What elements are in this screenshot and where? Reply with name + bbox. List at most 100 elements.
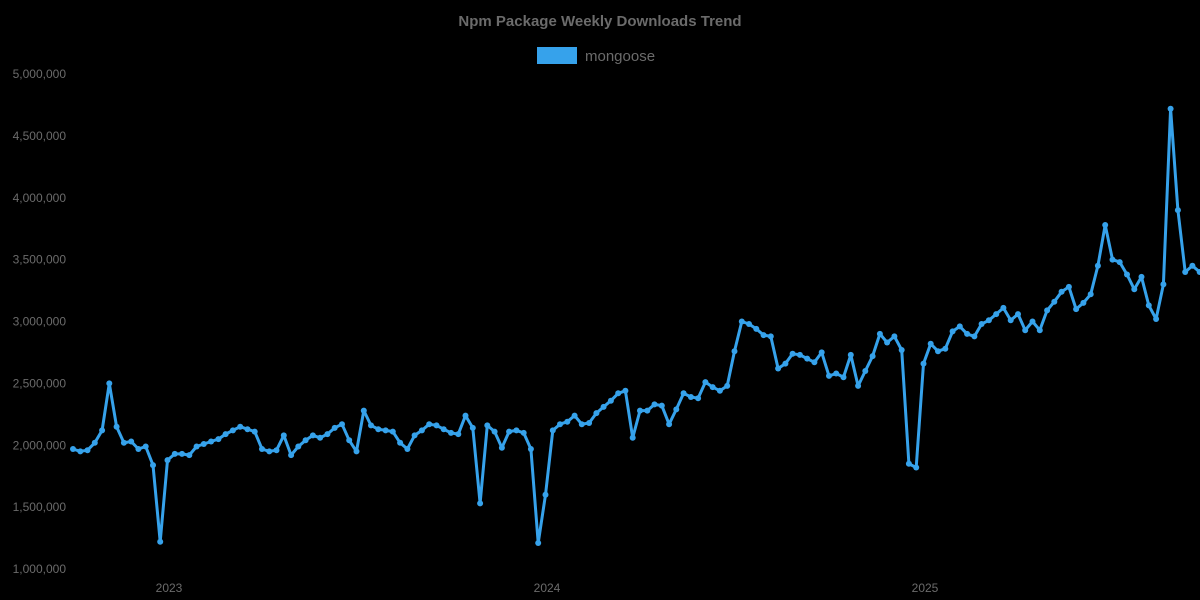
- data-point[interactable]: [993, 311, 1000, 318]
- data-point[interactable]: [578, 421, 585, 428]
- data-point[interactable]: [796, 351, 803, 358]
- data-point[interactable]: [469, 424, 476, 431]
- data-point[interactable]: [1022, 327, 1029, 334]
- data-point[interactable]: [1189, 262, 1196, 269]
- data-point[interactable]: [1145, 302, 1152, 309]
- data-point[interactable]: [1007, 317, 1014, 324]
- data-point[interactable]: [956, 323, 963, 330]
- data-point[interactable]: [753, 325, 760, 332]
- data-point[interactable]: [622, 387, 629, 394]
- data-point[interactable]: [833, 370, 840, 377]
- data-point[interactable]: [418, 427, 425, 434]
- data-point[interactable]: [702, 379, 709, 386]
- data-point[interactable]: [898, 347, 905, 353]
- data-point[interactable]: [905, 460, 912, 467]
- data-point[interactable]: [971, 333, 978, 340]
- data-point[interactable]: [738, 318, 745, 325]
- data-point[interactable]: [1124, 271, 1130, 278]
- data-point[interactable]: [1094, 262, 1101, 269]
- data-point[interactable]: [651, 401, 658, 408]
- data-point[interactable]: [1000, 304, 1007, 311]
- data-point[interactable]: [506, 428, 513, 435]
- data-point[interactable]: [876, 330, 883, 337]
- data-point[interactable]: [353, 448, 360, 455]
- data-point[interactable]: [847, 351, 854, 358]
- data-point[interactable]: [331, 424, 338, 431]
- legend-swatch[interactable]: [537, 47, 577, 64]
- data-point[interactable]: [1182, 269, 1189, 275]
- data-point[interactable]: [389, 428, 396, 435]
- data-point[interactable]: [687, 394, 694, 400]
- data-point[interactable]: [731, 348, 738, 355]
- data-point[interactable]: [964, 330, 971, 337]
- data-point[interactable]: [266, 448, 273, 455]
- data-point[interactable]: [760, 332, 767, 339]
- data-point[interactable]: [448, 429, 454, 436]
- data-point[interactable]: [237, 423, 244, 430]
- data-point[interactable]: [891, 333, 898, 340]
- data-point[interactable]: [1065, 283, 1072, 290]
- data-point[interactable]: [229, 427, 236, 434]
- data-point[interactable]: [782, 360, 789, 367]
- data-point[interactable]: [942, 345, 949, 352]
- data-point[interactable]: [498, 444, 505, 451]
- data-point[interactable]: [491, 428, 498, 435]
- data-point[interactable]: [1167, 105, 1174, 112]
- data-point[interactable]: [346, 437, 353, 444]
- data-point[interactable]: [767, 333, 774, 340]
- data-point[interactable]: [208, 438, 215, 445]
- data-point[interactable]: [215, 436, 222, 443]
- data-point[interactable]: [775, 365, 782, 372]
- data-point[interactable]: [455, 431, 462, 438]
- data-point[interactable]: [244, 426, 251, 433]
- data-point[interactable]: [549, 427, 556, 434]
- data-point[interactable]: [251, 428, 258, 435]
- data-point[interactable]: [1044, 307, 1051, 314]
- data-point[interactable]: [1196, 269, 1200, 275]
- data-point[interactable]: [840, 374, 847, 381]
- data-point[interactable]: [99, 427, 106, 434]
- data-point[interactable]: [368, 422, 374, 429]
- data-point[interactable]: [666, 421, 673, 428]
- data-point[interactable]: [1029, 318, 1036, 325]
- data-point[interactable]: [1073, 306, 1080, 313]
- data-point[interactable]: [1160, 281, 1167, 288]
- data-point[interactable]: [84, 447, 91, 454]
- data-point[interactable]: [193, 443, 200, 450]
- data-point[interactable]: [593, 410, 600, 417]
- data-point[interactable]: [157, 538, 164, 545]
- data-point[interactable]: [804, 355, 811, 362]
- data-point[interactable]: [818, 349, 825, 356]
- data-point[interactable]: [120, 439, 127, 446]
- data-point[interactable]: [164, 457, 171, 464]
- data-point[interactable]: [615, 390, 622, 397]
- data-point[interactable]: [128, 438, 135, 445]
- data-point[interactable]: [746, 321, 752, 327]
- data-point[interactable]: [1102, 222, 1109, 228]
- data-point[interactable]: [440, 426, 447, 433]
- data-point[interactable]: [317, 434, 324, 441]
- data-point[interactable]: [658, 402, 665, 409]
- data-point[interactable]: [920, 360, 927, 367]
- data-point[interactable]: [1131, 286, 1138, 293]
- data-point[interactable]: [1087, 291, 1094, 298]
- data-point[interactable]: [462, 412, 469, 419]
- data-point[interactable]: [855, 382, 862, 389]
- data-point[interactable]: [557, 421, 563, 428]
- data-point[interactable]: [77, 448, 84, 455]
- data-point[interactable]: [411, 432, 418, 439]
- data-point[interactable]: [142, 443, 149, 450]
- data-point[interactable]: [629, 434, 636, 441]
- data-point[interactable]: [375, 426, 382, 433]
- data-point[interactable]: [200, 441, 207, 447]
- data-point[interactable]: [1036, 327, 1043, 334]
- data-point[interactable]: [564, 418, 571, 425]
- data-point[interactable]: [186, 452, 193, 459]
- data-point[interactable]: [179, 450, 185, 457]
- data-point[interactable]: [607, 397, 614, 404]
- line-series-mongoose[interactable]: [70, 105, 1200, 546]
- data-point[interactable]: [716, 387, 723, 394]
- data-point[interactable]: [382, 427, 389, 434]
- data-point[interactable]: [106, 380, 113, 387]
- data-point[interactable]: [949, 328, 956, 335]
